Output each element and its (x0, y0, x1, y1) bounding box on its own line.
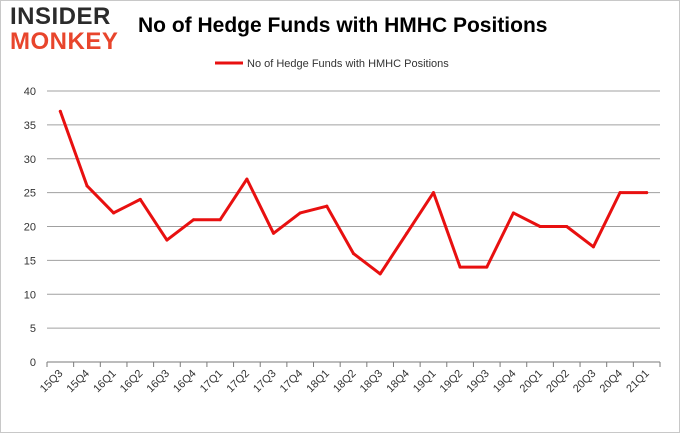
x-tick-label: 17Q3 (251, 368, 279, 396)
x-tick-label: 18Q1 (304, 368, 332, 396)
data-point (378, 272, 382, 276)
x-tick-label: 19Q2 (438, 368, 466, 396)
logo-line-1: INSIDER (10, 3, 111, 30)
x-tick-label: 17Q2 (224, 368, 252, 396)
data-point (325, 204, 329, 208)
data-point (591, 245, 595, 249)
legend-label: No of Hedge Funds with HMHC Positions (247, 58, 449, 70)
data-point (645, 191, 649, 195)
data-point (165, 238, 169, 242)
data-point (485, 265, 489, 269)
x-axis (46, 361, 661, 367)
data-point (218, 218, 222, 222)
legend: No of Hedge Funds with HMHC Positions (215, 58, 449, 70)
y-tick-label: 0 (30, 357, 36, 369)
data-point (431, 191, 435, 195)
chart-title: No of Hedge Funds with HMHC Positions (138, 14, 548, 37)
data-point (112, 211, 116, 215)
x-tick-label: 15Q3 (38, 368, 66, 396)
x-tick-label: 19Q3 (464, 368, 492, 396)
gridlines (47, 90, 660, 329)
data-point (565, 225, 569, 228)
y-tick-label: 35 (24, 120, 36, 132)
series-group (58, 109, 649, 276)
data-point (618, 191, 622, 195)
x-tick-label: 16Q4 (171, 368, 199, 396)
data-point (245, 177, 249, 181)
y-tick-label: 20 (24, 222, 36, 234)
x-tick-label: 20Q2 (544, 368, 572, 396)
x-tick-label: 18Q3 (358, 368, 386, 396)
logo-line-2: MONKEY (10, 28, 119, 55)
y-tick-label: 15 (24, 255, 36, 267)
x-axis-ticks: 15Q3 15Q4 16Q1 16Q2 16Q3 16Q4 17Q1 17Q2 17Q3 17Q4… (38, 368, 652, 396)
data-point (192, 218, 196, 222)
x-tick-label: 21Q1 (624, 368, 652, 396)
x-tick-label: 18Q2 (331, 368, 359, 396)
x-tick-label: 17Q4 (278, 368, 306, 396)
x-tick-label: 16Q1 (91, 368, 119, 396)
data-point (272, 231, 276, 235)
data-point (538, 225, 542, 228)
x-tick-label: 16Q2 (118, 368, 146, 396)
x-tick-label: 15Q4 (65, 368, 93, 396)
x-tick-label: 18Q4 (384, 368, 412, 396)
insider-monkey-logo: INSIDER MONKEY (10, 4, 126, 56)
x-tick-label: 20Q3 (571, 368, 599, 396)
y-tick-label: 10 (24, 289, 36, 301)
y-tick-label: 40 (24, 86, 36, 98)
data-point (138, 197, 142, 201)
data-point (298, 211, 302, 215)
x-tick-label: 17Q1 (198, 368, 226, 396)
y-tick-label: 25 (24, 188, 36, 200)
data-point (458, 265, 462, 269)
data-point (58, 109, 62, 113)
data-point (85, 184, 89, 188)
x-tick-label: 19Q4 (491, 368, 519, 396)
x-tick-label: 20Q1 (518, 368, 546, 396)
y-tick-label: 5 (30, 323, 36, 335)
y-tick-label: 30 (24, 154, 36, 166)
x-tick-label: 16Q3 (145, 368, 173, 396)
data-point (511, 211, 515, 215)
y-axis-ticks: 0 5 10 15 20 25 30 35 40 (24, 86, 36, 369)
x-tick-label: 20Q4 (598, 368, 626, 396)
x-tick-label: 19Q1 (411, 368, 439, 396)
data-point (352, 252, 355, 256)
data-point (405, 231, 409, 235)
